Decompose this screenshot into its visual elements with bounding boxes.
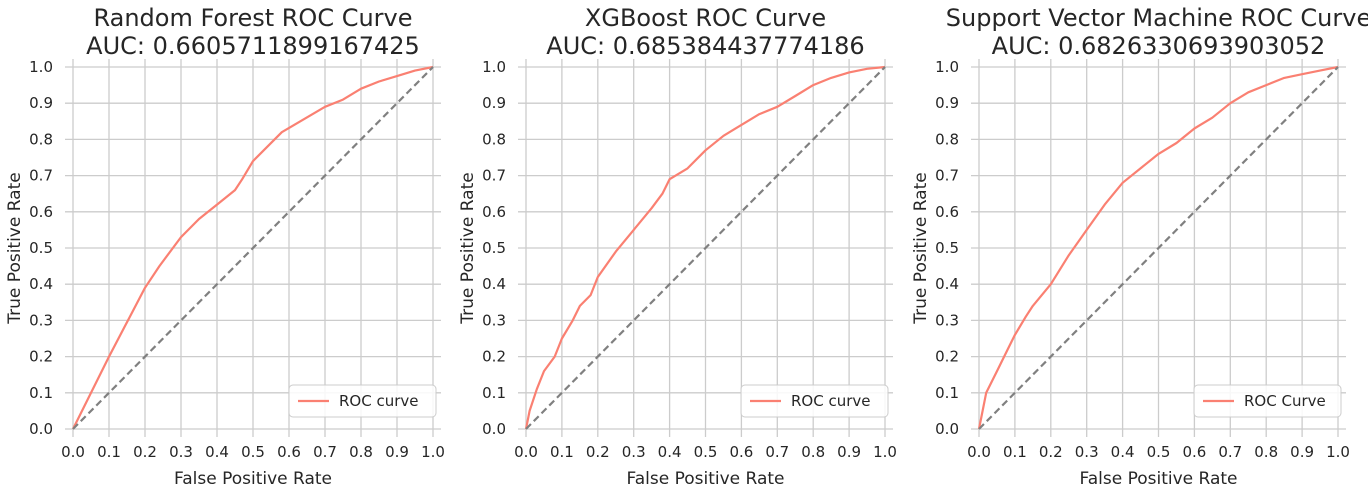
legend-label: ROC curve: [791, 392, 871, 410]
chart-title: Random Forest ROC Curve: [93, 4, 412, 32]
grid: [518, 59, 893, 437]
x-tick-label: 1.0: [1326, 443, 1350, 461]
chart-panel-1: 0.0 0.1 0.2 0.3 0.4 0.5 0.6 0.7 0.8 0.9 1.0 0.0 0.1 0…: [5, 4, 445, 489]
y-tick-label: 0.9: [29, 94, 53, 112]
y-tick-label: 0.3: [29, 311, 53, 329]
chart-subtitle: AUC: 0.6826330693903052: [992, 32, 1326, 60]
x-tick-label: 0.5: [241, 443, 265, 461]
x-tick-label: 0.9: [1290, 443, 1314, 461]
x-tick-label: 0.8: [349, 443, 373, 461]
y-tick-label: 0.4: [29, 275, 53, 293]
y-tick-label: 0.6: [935, 203, 959, 221]
legend: ROC Curve: [1193, 384, 1342, 418]
y-tick-label: 0.5: [29, 239, 53, 257]
x-tick-label: 0.9: [385, 443, 409, 461]
legend-box: [1193, 384, 1342, 418]
x-tick-label: 0.2: [586, 443, 610, 461]
y-tick-label: 0.3: [935, 311, 959, 329]
chart-panel-3: 0.0 0.1 0.2 0.3 0.4 0.5 0.6 0.7 0.8 0.9 1.0 0.0 0.1 0…: [911, 4, 1368, 489]
y-tick-label: 0.2: [935, 348, 959, 366]
x-tick-label: 0.5: [694, 443, 718, 461]
x-tick-label: 0.6: [1182, 443, 1206, 461]
y-tick-label: 0.2: [482, 348, 506, 366]
y-tick-label: 0.7: [935, 167, 959, 185]
x-tick-label: 0.0: [967, 443, 991, 461]
x-tick-label: 0.7: [765, 443, 789, 461]
y-tick-label: 0.7: [29, 167, 53, 185]
x-tick-label: 1.0: [873, 443, 897, 461]
chart-title: XGBoost ROC Curve: [585, 4, 826, 32]
roc-curve-line: [524, 65, 886, 430]
x-tick-label: 0.7: [1218, 443, 1242, 461]
y-tick-label: 0.8: [935, 130, 959, 148]
x-tick-label: 0.3: [622, 443, 646, 461]
x-tick-label: 0.3: [1075, 443, 1099, 461]
y-tick-label: 0.9: [482, 94, 506, 112]
y-tick-label: 0.9: [935, 94, 959, 112]
y-tick-label: 0.0: [482, 420, 506, 438]
y-tick-label: 0.1: [482, 384, 506, 402]
x-tick-label: 0.4: [1111, 443, 1135, 461]
legend-box: [288, 384, 437, 418]
y-tick-label: 1.0: [29, 58, 53, 76]
roc-curve-line: [977, 65, 1339, 430]
x-tick-label: 0.1: [1003, 443, 1027, 461]
x-tick-label: 0.7: [313, 443, 337, 461]
x-tick-label: 0.4: [205, 443, 229, 461]
y-tick-label: 0.0: [29, 420, 53, 438]
chart-panel-2: 0.0 0.1 0.2 0.3 0.4 0.5 0.6 0.7 0.8 0.9 1.0 0.0 0.1 0…: [458, 4, 897, 489]
x-tick-label: 0.4: [658, 443, 682, 461]
chart-title: Support Vector Machine ROC Curve: [946, 4, 1368, 32]
x-tick-label: 0.2: [133, 443, 157, 461]
x-tick-label: 0.0: [514, 443, 538, 461]
grid: [971, 59, 1346, 437]
legend: ROC curve: [288, 384, 437, 418]
y-tick-label: 0.1: [935, 384, 959, 402]
y-tick-label: 0.4: [935, 275, 959, 293]
legend-label: ROC curve: [339, 392, 419, 410]
y-tick-label: 1.0: [482, 58, 506, 76]
x-tick-label: 0.1: [550, 443, 574, 461]
chance-diagonal-line: [72, 66, 434, 430]
x-tick-label: 1.0: [421, 443, 445, 461]
y-tick-label: 0.6: [29, 203, 53, 221]
y-tick-label: 0.0: [935, 420, 959, 438]
y-tick-label: 0.6: [482, 203, 506, 221]
y-tick-label: 0.8: [29, 130, 53, 148]
y-axis-label: True Positive Rate: [911, 172, 931, 324]
x-tick-label: 0.2: [1039, 443, 1063, 461]
x-tick-label: 0.8: [1254, 443, 1278, 461]
chart-subtitle: AUC: 0.685384437774186: [546, 32, 864, 60]
y-tick-label: 0.3: [482, 311, 506, 329]
legend-label: ROC Curve: [1244, 392, 1326, 410]
x-tick-label: 0.8: [801, 443, 825, 461]
x-axis-label: False Positive Rate: [1080, 469, 1238, 489]
y-axis-label: True Positive Rate: [458, 172, 478, 324]
y-tick-label: 0.1: [29, 384, 53, 402]
x-tick-label: 0.3: [169, 443, 193, 461]
y-tick-label: 0.7: [482, 167, 506, 185]
x-tick-label: 0.6: [277, 443, 301, 461]
x-tick-label: 0.5: [1147, 443, 1171, 461]
x-axis-label: False Positive Rate: [627, 469, 785, 489]
x-tick-label: 0.9: [837, 443, 861, 461]
chance-diagonal-line: [978, 66, 1339, 430]
x-tick-label: 0.0: [61, 443, 85, 461]
legend-box: [740, 384, 889, 418]
y-tick-label: 0.5: [935, 239, 959, 257]
legend: ROC curve: [740, 384, 889, 418]
y-tick-label: 0.2: [29, 348, 53, 366]
chart-subtitle: AUC: 0.6605711899167425: [86, 32, 420, 60]
x-axis-label: False Positive Rate: [174, 469, 332, 489]
chance-diagonal-line: [525, 66, 886, 430]
y-tick-label: 0.8: [482, 130, 506, 148]
y-tick-label: 0.5: [482, 239, 506, 257]
y-tick-label: 1.0: [935, 58, 959, 76]
x-tick-label: 0.6: [729, 443, 753, 461]
y-tick-label: 0.4: [482, 275, 506, 293]
roc-curve-line: [72, 65, 434, 430]
x-tick-label: 0.1: [97, 443, 121, 461]
y-axis-label: True Positive Rate: [5, 172, 25, 324]
